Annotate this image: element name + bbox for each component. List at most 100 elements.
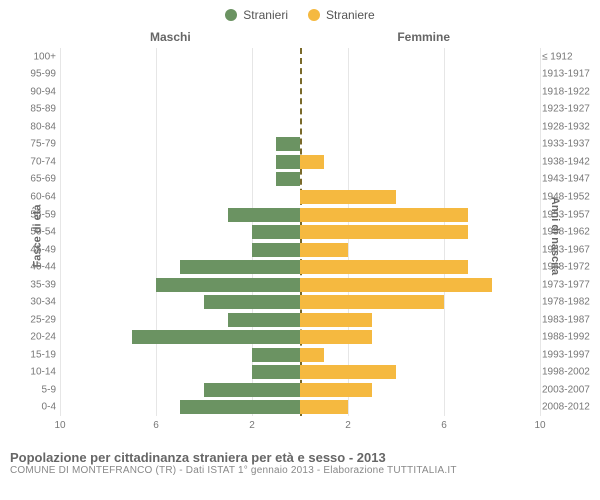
caption: Popolazione per cittadinanza straniera p… xyxy=(0,446,600,476)
bar-male xyxy=(180,260,300,274)
bar-male xyxy=(276,172,300,186)
rows-container: 100+≤ 191295-991913-191790-941918-192285… xyxy=(60,48,540,416)
bar-male xyxy=(252,243,300,257)
bar-female xyxy=(300,365,396,379)
birth-year-label: 1968-1972 xyxy=(542,262,594,273)
bar-female xyxy=(300,295,444,309)
age-row: 60-641948-1952 xyxy=(60,188,540,206)
x-tick: 10 xyxy=(534,420,545,431)
birth-year-label: 1933-1937 xyxy=(542,139,594,150)
age-label: 5-9 xyxy=(20,384,56,395)
age-label: 85-89 xyxy=(20,104,56,115)
age-row: 15-191993-1997 xyxy=(60,346,540,364)
age-label: 35-39 xyxy=(20,279,56,290)
age-row: 55-591953-1957 xyxy=(60,206,540,224)
birth-year-label: 1943-1947 xyxy=(542,174,594,185)
age-row: 25-291983-1987 xyxy=(60,311,540,329)
age-row: 40-441968-1972 xyxy=(60,258,540,276)
birth-year-label: 1983-1987 xyxy=(542,314,594,325)
age-row: 45-491963-1967 xyxy=(60,241,540,259)
bar-male xyxy=(132,330,300,344)
age-row: 0-42008-2012 xyxy=(60,399,540,417)
age-row: 100+≤ 1912 xyxy=(60,48,540,66)
age-label: 0-4 xyxy=(20,402,56,413)
swatch-female xyxy=(308,9,320,21)
legend-item-female: Straniere xyxy=(308,8,375,22)
bar-female xyxy=(300,243,348,257)
age-row: 5-92003-2007 xyxy=(60,381,540,399)
age-label: 20-24 xyxy=(20,332,56,343)
bar-male xyxy=(228,313,300,327)
bar-female xyxy=(300,225,468,239)
age-row: 80-841928-1932 xyxy=(60,118,540,136)
x-tick: 2 xyxy=(345,420,351,431)
age-row: 20-241988-1992 xyxy=(60,329,540,347)
birth-year-label: 2003-2007 xyxy=(542,384,594,395)
age-row: 70-741938-1942 xyxy=(60,153,540,171)
birth-year-label: 1923-1927 xyxy=(542,104,594,115)
legend-item-male: Stranieri xyxy=(225,8,288,22)
birth-year-label: 1973-1977 xyxy=(542,279,594,290)
legend-label-female: Straniere xyxy=(326,8,375,22)
bar-female xyxy=(300,348,324,362)
birth-year-label: 1913-1917 xyxy=(542,69,594,80)
birth-year-label: 1958-1962 xyxy=(542,227,594,238)
bar-male xyxy=(204,383,300,397)
birth-year-label: 1953-1957 xyxy=(542,209,594,220)
age-label: 30-34 xyxy=(20,297,56,308)
age-row: 75-791933-1937 xyxy=(60,136,540,154)
bar-male xyxy=(252,365,300,379)
birth-year-label: 1918-1922 xyxy=(542,86,594,97)
age-row: 65-691943-1947 xyxy=(60,171,540,189)
birth-year-label: 1938-1942 xyxy=(542,156,594,167)
column-title-male: Maschi xyxy=(150,30,191,44)
birth-year-label: ≤ 1912 xyxy=(542,51,594,62)
age-row: 10-141998-2002 xyxy=(60,364,540,382)
age-label: 60-64 xyxy=(20,192,56,203)
x-tick: 6 xyxy=(441,420,447,431)
age-label: 50-54 xyxy=(20,227,56,238)
bar-male xyxy=(228,208,300,222)
chart: Maschi Femmine Fasce di età Anni di nasc… xyxy=(0,26,600,446)
column-title-female: Femmine xyxy=(397,30,450,44)
age-row: 50-541958-1962 xyxy=(60,223,540,241)
age-row: 35-391973-1977 xyxy=(60,276,540,294)
birth-year-label: 1988-1992 xyxy=(542,332,594,343)
x-tick: 6 xyxy=(153,420,159,431)
birth-year-label: 1928-1932 xyxy=(542,121,594,132)
age-label: 70-74 xyxy=(20,156,56,167)
age-label: 40-44 xyxy=(20,262,56,273)
bar-female xyxy=(300,208,468,222)
bar-male xyxy=(252,225,300,239)
birth-year-label: 1963-1967 xyxy=(542,244,594,255)
age-label: 15-19 xyxy=(20,349,56,360)
bar-male xyxy=(276,155,300,169)
bar-male xyxy=(180,400,300,414)
age-label: 75-79 xyxy=(20,139,56,150)
age-label: 100+ xyxy=(20,51,56,62)
age-row: 90-941918-1922 xyxy=(60,83,540,101)
birth-year-label: 1978-1982 xyxy=(542,297,594,308)
age-label: 25-29 xyxy=(20,314,56,325)
bar-female xyxy=(300,400,348,414)
age-label: 80-84 xyxy=(20,121,56,132)
age-label: 55-59 xyxy=(20,209,56,220)
age-label: 10-14 xyxy=(20,367,56,378)
x-axis: 10622610 xyxy=(60,420,540,436)
birth-year-label: 1998-2002 xyxy=(542,367,594,378)
age-row: 30-341978-1982 xyxy=(60,293,540,311)
birth-year-label: 1948-1952 xyxy=(542,192,594,203)
bar-male xyxy=(204,295,300,309)
age-label: 65-69 xyxy=(20,174,56,185)
bar-female xyxy=(300,190,396,204)
age-label: 95-99 xyxy=(20,69,56,80)
plot-area: 100+≤ 191295-991913-191790-941918-192285… xyxy=(60,48,540,416)
x-tick: 10 xyxy=(54,420,65,431)
age-row: 85-891923-1927 xyxy=(60,101,540,119)
birth-year-label: 2008-2012 xyxy=(542,402,594,413)
bar-male xyxy=(156,278,300,292)
bar-female xyxy=(300,155,324,169)
birth-year-label: 1993-1997 xyxy=(542,349,594,360)
x-tick: 2 xyxy=(249,420,255,431)
swatch-male xyxy=(225,9,237,21)
